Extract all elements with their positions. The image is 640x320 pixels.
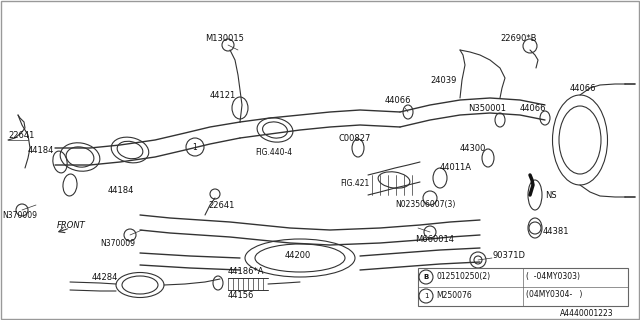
Text: 44121: 44121 [210, 91, 236, 100]
Text: N350001: N350001 [468, 103, 506, 113]
Bar [418, 268, 628, 306]
Text: (04MY0304-   ): (04MY0304- ) [526, 291, 582, 300]
Text: 44066: 44066 [520, 103, 547, 113]
Text: 44066: 44066 [570, 84, 596, 92]
Text: 22641: 22641 [8, 131, 35, 140]
Text: B: B [424, 274, 429, 280]
Text: 44300: 44300 [460, 143, 486, 153]
Text: 24039: 24039 [430, 76, 456, 84]
Text: 012510250(2): 012510250(2) [436, 271, 490, 281]
Text: FIG.440-4: FIG.440-4 [255, 148, 292, 156]
Text: FIG.421: FIG.421 [340, 179, 369, 188]
Text: N023506007(3): N023506007(3) [395, 201, 456, 210]
Text: 44200: 44200 [285, 251, 311, 260]
Text: 44186*A: 44186*A [228, 267, 264, 276]
Text: (  -04MY0303): ( -04MY0303) [526, 271, 580, 281]
Text: FRONT: FRONT [57, 220, 86, 229]
Text: C00827: C00827 [338, 133, 371, 142]
Text: NS: NS [545, 190, 557, 199]
Text: 1: 1 [424, 293, 428, 299]
Text: M130015: M130015 [205, 34, 244, 43]
Text: 44284: 44284 [92, 274, 118, 283]
Text: 22641: 22641 [208, 201, 234, 210]
Text: 44066: 44066 [385, 95, 412, 105]
Text: M250076: M250076 [436, 291, 472, 300]
Text: N370009: N370009 [100, 238, 135, 247]
Text: N370009: N370009 [2, 211, 37, 220]
Text: 1: 1 [193, 142, 197, 151]
Text: A4440001223: A4440001223 [560, 308, 614, 317]
Text: M660014: M660014 [415, 236, 454, 244]
Text: 44156: 44156 [228, 291, 254, 300]
Text: 44011A: 44011A [440, 163, 472, 172]
Text: 90371D: 90371D [492, 252, 525, 260]
Text: 44184: 44184 [108, 186, 134, 195]
Text: 44381: 44381 [543, 228, 570, 236]
Text: 22690*B: 22690*B [500, 34, 536, 43]
Text: 44184: 44184 [28, 146, 54, 155]
